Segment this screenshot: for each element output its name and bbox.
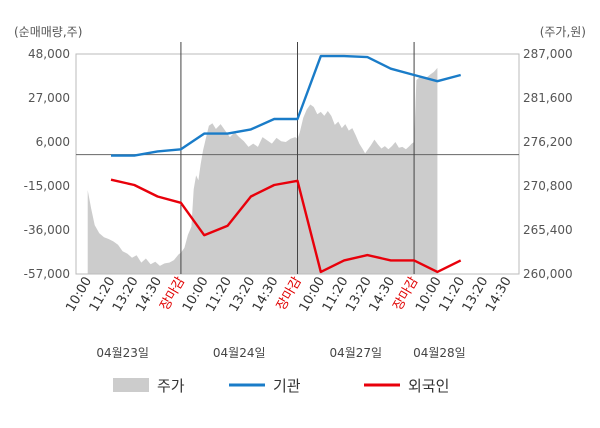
left-tick-label: 27,000 [28, 91, 70, 105]
date-label: 04월27일 [329, 346, 382, 360]
right-tick-label: 260,000 [523, 267, 573, 281]
left-tick-label: 48,000 [28, 47, 70, 61]
left-tick-label: -15,000 [24, 179, 70, 193]
left-tick-label: 6,000 [36, 135, 70, 149]
left-tick-layer: 48,000 27,000 6,000 -15,000 -36,000 -57,000 [24, 47, 70, 281]
date-label: 04월23일 [96, 346, 149, 360]
price-area-layer [87, 67, 438, 275]
left-tick-label: -57,000 [24, 267, 70, 281]
date-label: 04월28일 [413, 346, 466, 360]
date-layer: 04월23일 04월24일 04월27일 04월28일 [96, 346, 465, 360]
right-tick-label: 276,200 [523, 135, 573, 149]
right-tick-label: 287,000 [523, 47, 573, 61]
legend-label-institution: 기관 [273, 377, 301, 395]
legend-label-price: 주가 [157, 377, 185, 395]
left-axis-label: (순매매량,주) [14, 25, 82, 39]
foreign-line [110, 178, 462, 274]
legend-swatch-price [113, 378, 149, 392]
right-tick-label: 265,400 [523, 223, 573, 237]
institution-line [111, 54, 462, 157]
right-tick-label: 270,800 [523, 179, 573, 193]
date-label: 04월24일 [213, 346, 266, 360]
left-tick-label: -36,000 [24, 223, 70, 237]
grid-layer [75, 42, 520, 275]
right-axis-label: (주가,원) [540, 25, 586, 39]
right-tick-label: 281,600 [523, 91, 573, 105]
price-area [87, 67, 438, 275]
legend-label-foreign: 외국인 [408, 377, 449, 395]
line-layer [110, 54, 462, 274]
right-tick-layer: 287,000 281,600 276,200 270,800 265,400 260,0… [523, 47, 573, 281]
legend: 주가 기관 외국인 [113, 377, 449, 395]
x-tick-layer: 10:0011:2013:2014:30장마감10:0011:2013:2014… [63, 274, 514, 314]
